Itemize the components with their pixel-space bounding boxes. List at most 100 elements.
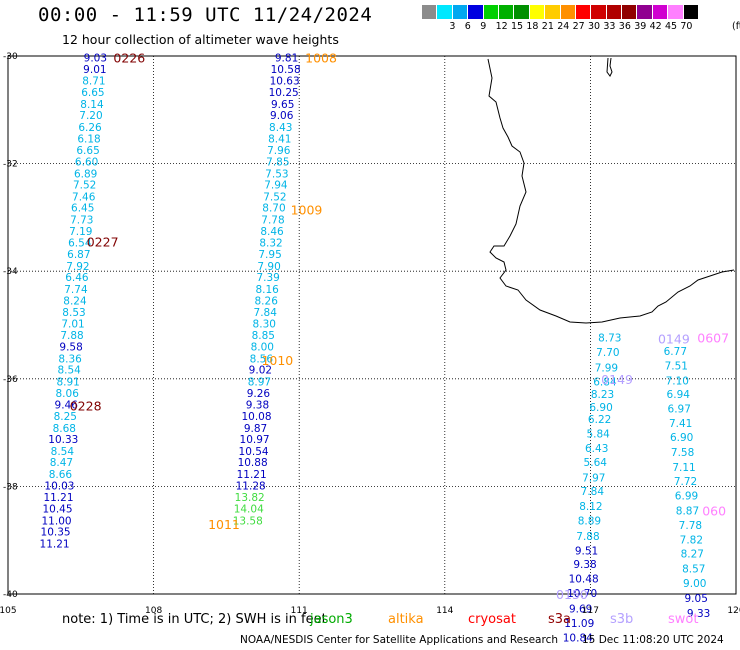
wave-height-value: 8.26 <box>255 295 279 307</box>
legend-label: 42 <box>649 21 662 32</box>
footer-note: note: 1) Time is in UTC; 2) SWH is in fe… <box>62 612 327 627</box>
wave-height-value: 8.97 <box>248 376 271 388</box>
wave-height-value: 10.84 <box>563 633 593 645</box>
lat-tick-label: -30 <box>3 52 18 62</box>
lon-tick-label: 120 <box>727 606 740 616</box>
wave-height-value: 6.77 <box>664 346 687 358</box>
wave-height-value: 9.02 <box>249 365 272 377</box>
wave-height-value: 7.10 <box>666 375 689 387</box>
lat-tick-label: -40 <box>3 590 18 600</box>
wave-height-value: 9.65 <box>271 99 294 111</box>
wave-height-value: 9.38 <box>573 559 596 571</box>
wave-height-value: 7.72 <box>674 476 697 488</box>
wave-height-value: 7.70 <box>596 347 619 359</box>
wave-height-value: 6.89 <box>74 168 97 180</box>
wave-height-value: 8.54 <box>51 446 75 458</box>
wave-height-value: 7.82 <box>680 535 703 547</box>
satellite-name: swot <box>668 612 699 627</box>
lat-tick-label: -38 <box>3 482 18 492</box>
wave-height-value: 9.03 <box>84 53 107 65</box>
wave-height-value: 8.46 <box>260 226 284 238</box>
wave-height-value: 10.48 <box>569 573 599 585</box>
wave-height-value: 8.56 <box>250 353 274 365</box>
wave-height-value: 8.47 <box>50 457 73 469</box>
pass-time-label: 1009 <box>291 202 323 217</box>
legend-label: 6 <box>464 21 471 32</box>
wave-height-value: 8.16 <box>255 284 279 296</box>
wave-height-value: 6.22 <box>588 414 611 426</box>
wave-height-value: 8.32 <box>259 238 282 250</box>
legend-swatch <box>683 5 700 19</box>
wave-height-value: 7.01 <box>61 318 84 330</box>
wave-height-value: 7.96 <box>267 145 291 157</box>
lon-tick-label: 111 <box>291 606 308 616</box>
wave-height-value: 5.84 <box>586 429 610 441</box>
legend-label: 18 <box>526 21 539 32</box>
legend-label: 39 <box>634 21 647 32</box>
track-a: 9.039.018.716.658.147.206.266.186.656.60… <box>40 53 107 551</box>
track-d: 6.77 7.51 7.10 6.94 6.97 7.41 6.90 7.58 7.11 7.72… <box>664 346 711 620</box>
pass-time-label: 0227 <box>87 235 119 250</box>
legend-swatch <box>575 5 592 19</box>
wave-height-value: 8.71 <box>82 76 105 88</box>
wave-height-value: 10.54 <box>239 446 269 458</box>
legend-label: 33 <box>603 21 616 32</box>
wave-height-value: 9.05 <box>685 593 708 605</box>
wave-height-value: 7.11 <box>672 462 695 474</box>
wave-height-value: 8.54 <box>57 365 81 377</box>
wave-height-value: 8.68 <box>53 423 76 435</box>
wave-height-value: 9.06 <box>270 110 294 122</box>
wave-height-value: 7.94 <box>264 180 288 192</box>
legend-label: 30 <box>588 21 601 32</box>
legend-label: 36 <box>618 21 631 32</box>
wave-height-value: 10.88 <box>238 457 268 469</box>
legend-swatch <box>637 5 653 19</box>
wave-height-value: 8.30 <box>253 318 276 330</box>
wave-height-value: 9.01 <box>83 64 106 76</box>
wave-height-value: 9.46 <box>55 400 79 412</box>
lon-tick-label: 105 <box>0 606 17 616</box>
coastline <box>487 57 735 324</box>
wave-height-value: 8.36 <box>58 353 82 365</box>
wave-height-value: 9.33 <box>687 608 710 620</box>
legend-label: 24 <box>557 21 570 32</box>
wave-height-value: 7.92 <box>66 261 89 273</box>
wave-height-value: 6.46 <box>65 272 89 284</box>
legend-swatch <box>514 5 530 19</box>
wave-height-value: 9.51 <box>575 545 598 557</box>
wave-height-value: 8.12 <box>579 501 602 513</box>
wave-height-value: 8.43 <box>269 122 292 134</box>
wave-height-value: 11.28 <box>236 480 266 492</box>
legend-swatch <box>452 5 469 19</box>
wave-height-value: 8.23 <box>591 389 614 401</box>
pass-time-label: 0149 <box>601 372 633 387</box>
wave-height-value: 6.99 <box>675 491 698 503</box>
legend-swatch <box>668 5 684 19</box>
wave-height-value: 8.73 <box>598 332 621 344</box>
wave-height-value: 10.33 <box>48 434 78 446</box>
wave-height-value: 6.90 <box>589 402 612 414</box>
wave-height-value: 6.65 <box>81 87 104 99</box>
western-australia-coast <box>487 58 735 324</box>
wave-height-value: 9.26 <box>247 388 271 400</box>
wave-height-value: 7.73 <box>70 215 93 227</box>
wave-height-value: 8.70 <box>262 203 285 215</box>
wave-height-value: 8.25 <box>54 411 77 423</box>
legend-swatch <box>483 5 499 19</box>
wave-height-value: 7.51 <box>665 360 688 372</box>
wave-height-value: 8.66 <box>49 469 73 481</box>
wave-height-value: 7.78 <box>261 215 284 227</box>
map-frame <box>7 55 737 595</box>
wave-height-value: 8.85 <box>252 330 275 342</box>
legend-swatch <box>622 5 638 19</box>
wave-height-value: 10.08 <box>241 411 271 423</box>
axis-tick-labels: 105 108 111 114 117 120 -30 -32 -34 -36 -38 -40 <box>0 52 740 616</box>
lat-lon-grid <box>7 55 737 595</box>
wave-height-value: 6.94 <box>667 389 691 401</box>
legend-swatch <box>652 5 669 19</box>
wave-height-value: 10.70 <box>567 588 597 600</box>
wave-height-value: 7.20 <box>79 110 102 122</box>
wave-height-value: 7.84 <box>254 307 278 319</box>
wave-height-value: 6.54 <box>68 238 92 250</box>
pass-labels: 0226 100810090227101002281011014901490607… <box>70 51 729 602</box>
